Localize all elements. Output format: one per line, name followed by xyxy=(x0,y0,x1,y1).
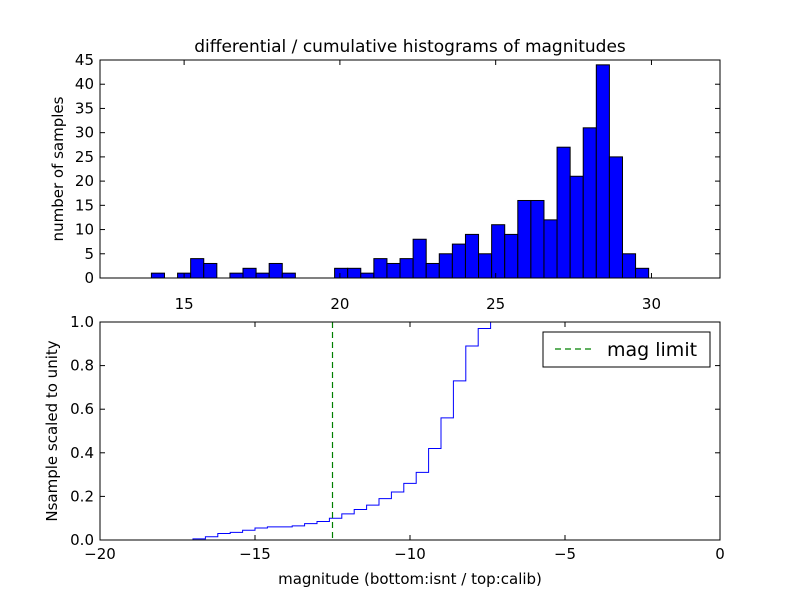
y-tick-label: 25 xyxy=(75,148,94,166)
histogram-bar xyxy=(373,258,388,279)
histogram-ticks: 15 20 25 30 0 5 10 15 20 25 30 35 40 45 xyxy=(75,51,720,313)
cumulative-ticks: −20 −15 −10 −5 0 0.0 0.2 0.4 0.6 0.8 1.0 xyxy=(70,313,725,563)
histogram-bar xyxy=(517,199,532,279)
y-tick-label: 0.8 xyxy=(70,357,94,375)
x-tick-label: 25 xyxy=(486,295,505,313)
cumulative-x-axis-label: magnitude (bottom:isnt / top:calib) xyxy=(278,570,542,588)
histogram-axes-border xyxy=(99,59,721,279)
x-tick-label: 0 xyxy=(715,545,725,563)
histogram-bar xyxy=(608,156,623,279)
histogram-axes-frame xyxy=(100,60,720,278)
histogram-bar xyxy=(347,267,362,279)
y-tick-label: 10 xyxy=(75,221,94,239)
cumulative-panel: −20 −15 −10 −5 0 0.0 0.2 0.4 0.6 0.8 1.0 mag limit… xyxy=(43,313,725,588)
histogram-bars xyxy=(150,64,650,279)
histogram-bar xyxy=(464,233,480,279)
histogram-bar xyxy=(595,64,610,279)
y-tick-label: 0.6 xyxy=(70,400,94,418)
histogram-bar xyxy=(203,262,218,279)
legend-mag-limit-label: mag limit xyxy=(607,339,697,361)
x-tick-label: −20 xyxy=(84,545,116,563)
histogram-bar xyxy=(582,127,597,279)
histogram-bar xyxy=(425,262,440,279)
histogram-bar xyxy=(399,258,414,279)
histogram-bar xyxy=(543,219,558,279)
histogram-bar xyxy=(281,272,296,279)
y-tick-label: 5 xyxy=(84,245,94,263)
y-tick-label: 40 xyxy=(75,75,94,93)
histogram-bar xyxy=(438,253,453,279)
histogram-bar xyxy=(412,238,427,279)
histogram-bar xyxy=(229,272,244,279)
chart-title: differential / cumulative histograms of … xyxy=(194,37,626,57)
histogram-bar xyxy=(360,272,375,279)
legend: mag limit xyxy=(542,331,711,368)
histogram-bar xyxy=(334,267,349,279)
histogram-bar xyxy=(530,199,545,279)
y-tick-label: 0.0 xyxy=(70,531,94,549)
x-tick-label: −10 xyxy=(394,545,426,563)
histogram-bar xyxy=(504,233,519,279)
x-tick-label: −5 xyxy=(554,545,576,563)
x-tick-label: 30 xyxy=(642,295,661,313)
y-tick-label: 0 xyxy=(84,269,94,287)
histogram-bar xyxy=(478,253,493,279)
histogram-bar xyxy=(150,272,165,279)
histogram-bar xyxy=(255,272,270,279)
histogram-bar xyxy=(491,224,506,279)
y-tick-label: 45 xyxy=(75,51,94,69)
y-tick-label: 30 xyxy=(75,124,94,142)
histogram-bar xyxy=(621,253,637,279)
y-tick-label: 0.2 xyxy=(70,487,94,505)
histogram-bar xyxy=(556,146,571,279)
x-tick-label: −15 xyxy=(239,545,271,563)
histogram-bar xyxy=(268,262,283,279)
histogram-bar xyxy=(569,175,584,279)
y-tick-label: 20 xyxy=(75,172,94,190)
histogram-bar xyxy=(242,267,257,279)
y-tick-label: 1.0 xyxy=(70,313,94,331)
y-tick-label: 0.4 xyxy=(70,444,94,462)
histogram-bar xyxy=(386,262,401,279)
y-tick-label: 35 xyxy=(75,99,94,117)
x-tick-label: 20 xyxy=(330,295,349,313)
histogram-bar xyxy=(635,267,650,279)
y-tick-label: 15 xyxy=(75,196,94,214)
cumulative-axes-border xyxy=(99,321,721,541)
cumulative-y-axis-label: Nsample scaled to unity xyxy=(43,340,61,521)
cumulative-series-line xyxy=(100,321,721,541)
histogram-bar xyxy=(451,243,466,279)
histogram-panel: 15 20 25 30 0 5 10 15 20 25 30 35 40 45 differential … xyxy=(49,37,721,313)
histogram-bar xyxy=(190,258,205,279)
histogram-y-axis-label: number of samples xyxy=(49,96,67,241)
x-tick-label: 15 xyxy=(175,295,194,313)
